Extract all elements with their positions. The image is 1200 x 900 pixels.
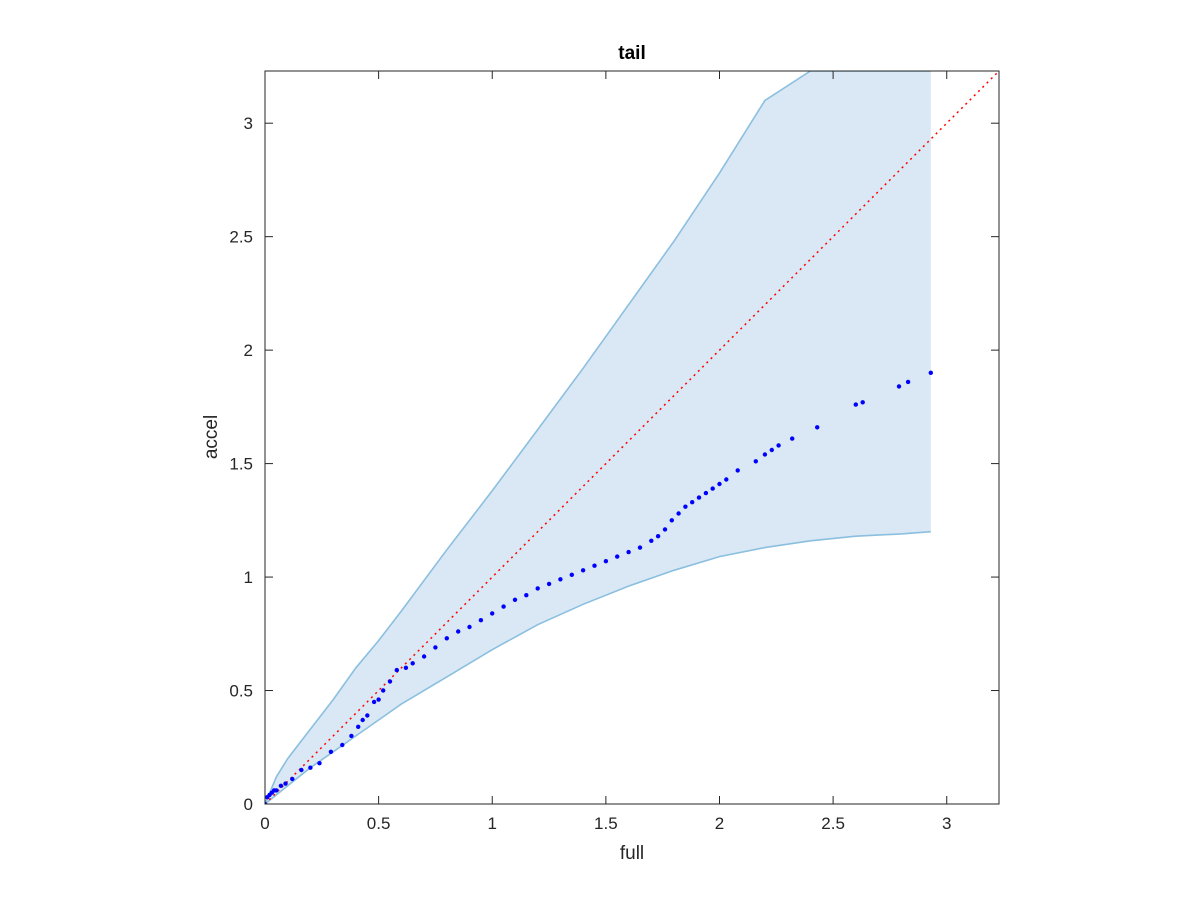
data-point — [371, 699, 377, 705]
data-point — [278, 783, 284, 788]
data-point — [467, 624, 472, 630]
confidence-band — [265, 71, 931, 804]
data-point — [860, 400, 865, 405]
x-tick-label: 0.5 — [367, 814, 391, 833]
data-point — [696, 495, 702, 500]
data-point — [433, 645, 438, 650]
data-point — [478, 618, 484, 623]
data-point — [853, 402, 858, 407]
data-point — [676, 511, 681, 516]
axes: 0 0.5 1 1.5 2 2.5 3 0 0.5 1 1.5 2 2.5 3 — [229, 70, 1000, 833]
data-point — [360, 717, 365, 723]
data-point — [928, 370, 933, 375]
data-point — [381, 688, 386, 693]
x-tick-label: 1.5 — [594, 814, 618, 833]
reference-line — [265, 71, 999, 804]
data-point — [535, 586, 540, 591]
plot-area — [265, 71, 999, 804]
plot-content — [265, 71, 999, 804]
data-point — [580, 568, 586, 573]
y-tick-label: 2 — [244, 341, 253, 360]
data-point — [703, 490, 709, 496]
data-point — [896, 384, 902, 389]
chart-title: tail — [618, 43, 645, 64]
x-tick-label: 1 — [488, 814, 497, 833]
y-tick-label: 3 — [244, 114, 253, 133]
data-point — [769, 447, 774, 453]
data-point — [762, 452, 768, 457]
data-point — [753, 459, 758, 464]
x-tick-label: 3 — [942, 814, 951, 833]
data-point — [444, 636, 449, 641]
x-axis-label: full — [620, 843, 644, 864]
data-point — [524, 593, 529, 598]
data-point — [299, 767, 304, 773]
data-point — [603, 559, 609, 564]
band-lower-edge — [265, 530, 931, 804]
data-point — [387, 679, 393, 684]
data-point — [724, 477, 729, 482]
data-point — [615, 554, 620, 559]
data-point — [265, 801, 268, 804]
data-point — [592, 563, 597, 568]
data-point — [283, 781, 288, 786]
data-point — [569, 572, 574, 577]
data-point — [626, 549, 631, 555]
data-point — [776, 443, 781, 448]
data-point — [655, 534, 661, 539]
y-tick-label: 0.5 — [229, 682, 253, 701]
data-point — [421, 654, 427, 659]
data-point — [649, 538, 654, 543]
data-point — [501, 604, 506, 609]
data-point — [456, 629, 461, 634]
x-tick-label: 0 — [260, 814, 269, 833]
data-point — [365, 713, 370, 718]
data-point — [349, 733, 354, 739]
y-tick-label: 1 — [244, 568, 253, 587]
data-point — [356, 724, 361, 729]
data-point — [290, 776, 295, 782]
data-point — [690, 500, 695, 505]
data-point — [340, 742, 345, 748]
y-tick-label: 2.5 — [229, 228, 253, 247]
data-point — [512, 597, 518, 602]
data-point — [717, 481, 722, 487]
data-point — [376, 697, 381, 702]
data-point — [558, 577, 563, 582]
data-point — [662, 527, 668, 532]
data-point — [735, 468, 740, 473]
x-tick-label: 2 — [715, 814, 724, 833]
y-tick-label: 1.5 — [229, 455, 253, 474]
data-point — [905, 379, 911, 385]
data-point — [328, 749, 334, 754]
data-point — [394, 667, 399, 673]
y-tick-label: 0 — [244, 795, 253, 814]
data-point — [815, 425, 820, 430]
band-upper-edge — [265, 71, 931, 804]
y-axis-label: accel — [201, 415, 222, 459]
data-point — [790, 436, 795, 441]
data-point — [410, 661, 415, 666]
data-point — [308, 765, 313, 770]
data-point — [710, 486, 715, 491]
data-point — [669, 518, 674, 523]
data-point — [683, 504, 688, 509]
data-point — [274, 788, 279, 793]
data-point — [546, 581, 552, 587]
x-tick-label: 2.5 — [821, 814, 845, 833]
data-point — [490, 611, 495, 616]
data-point — [317, 761, 322, 766]
data-point — [637, 545, 643, 550]
data-point — [403, 665, 409, 670]
axes-box — [264, 70, 1000, 805]
